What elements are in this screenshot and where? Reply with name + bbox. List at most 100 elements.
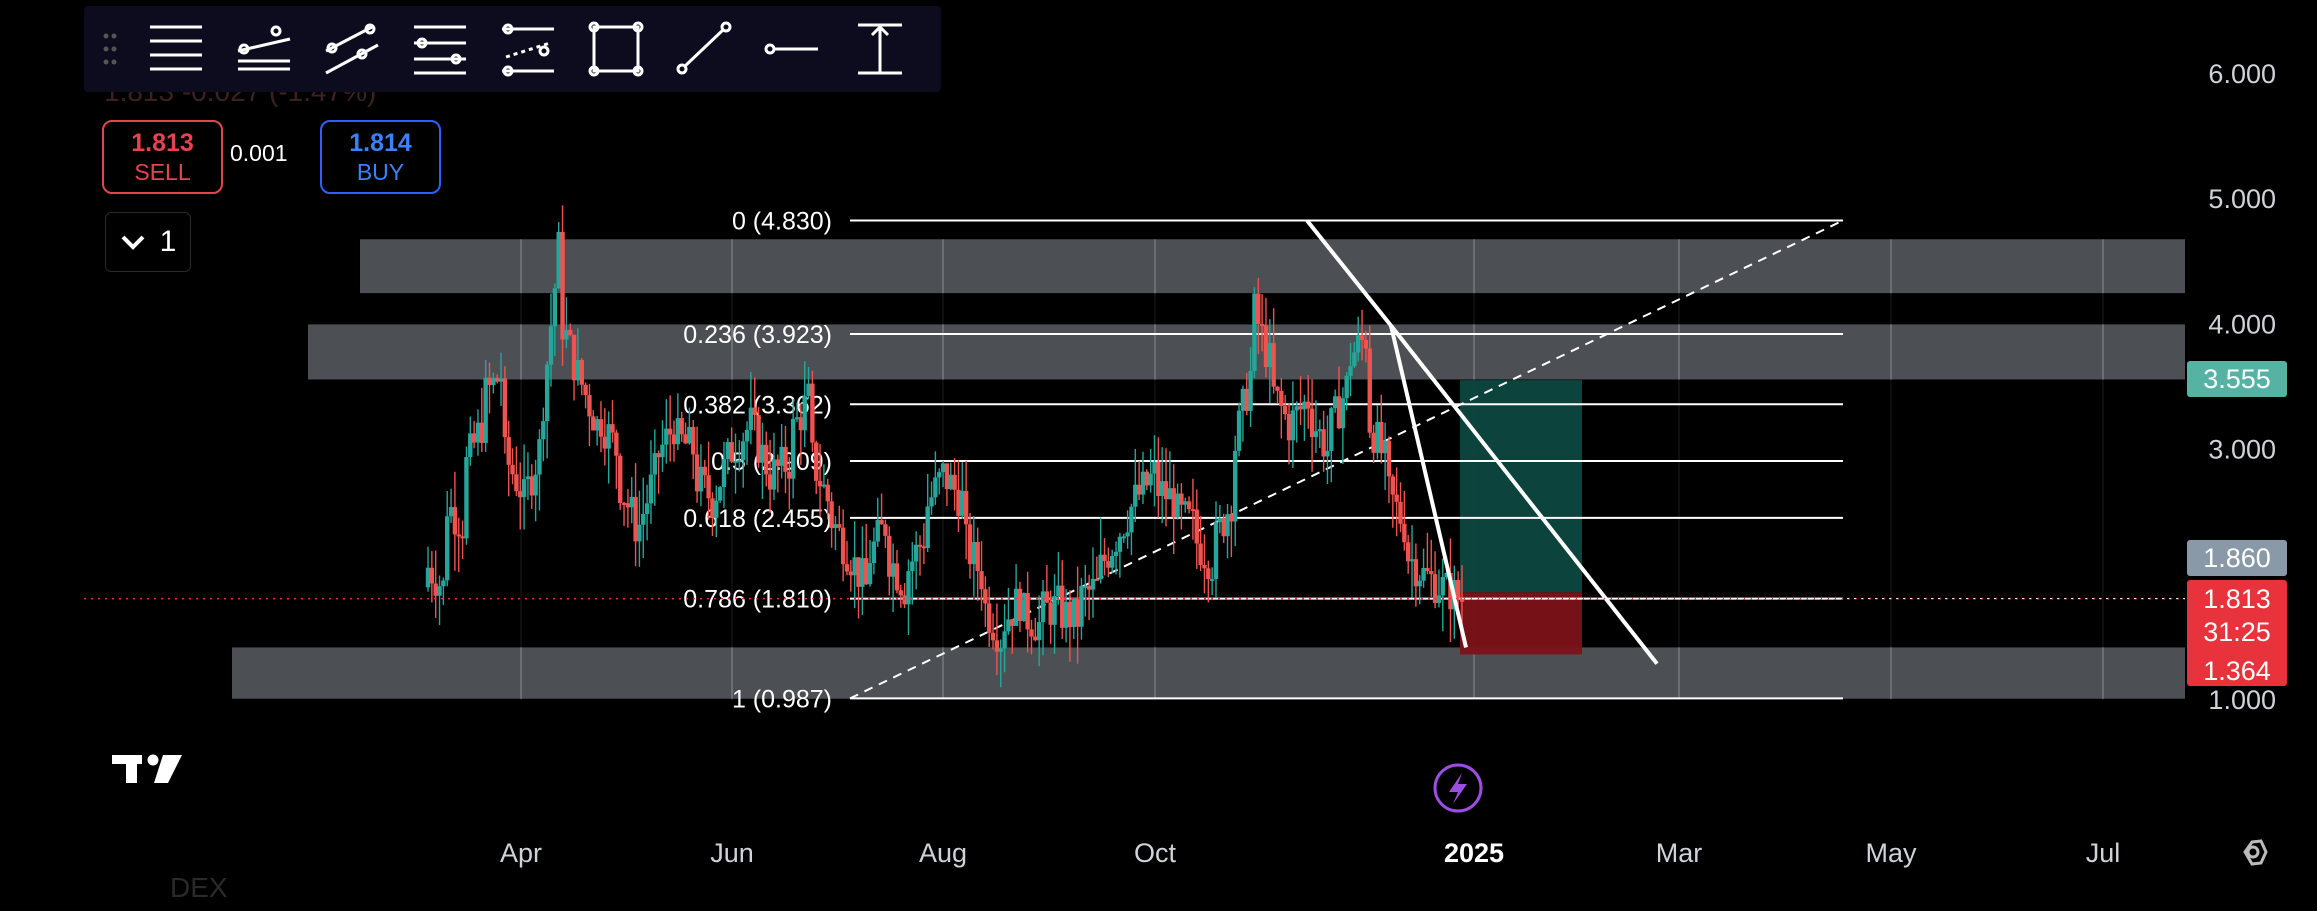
candle-body [733, 460, 738, 463]
candle-body [552, 288, 558, 327]
candle-body [764, 444, 769, 475]
candle-body [1048, 602, 1053, 625]
time-axis[interactable]: Apr Jun Aug Oct 2025 Mar May Jul [500, 838, 2120, 868]
parallel-channel-icon[interactable] [316, 13, 388, 85]
settings-gear-icon[interactable] [2243, 839, 2268, 866]
candle-body [1175, 493, 1180, 518]
candle-body [1106, 561, 1111, 568]
candle-body [806, 383, 811, 396]
drag-handle-icon[interactable] [96, 19, 124, 79]
candle-body [933, 477, 938, 498]
candle-body [452, 507, 458, 535]
candle-body [671, 434, 677, 445]
price-axis[interactable]: 6.000 5.000 4.000 3.000 1.000 3.555 1.860 1.813… [2187, 59, 2287, 715]
candle-body [1110, 556, 1115, 568]
candle-body [1425, 567, 1430, 572]
candle-body [802, 395, 807, 431]
candle-body [560, 231, 565, 340]
candle-body [1179, 493, 1184, 505]
candle-body [1432, 574, 1438, 603]
candle-body [614, 432, 619, 456]
candle-body [917, 544, 923, 547]
candle-body [940, 463, 946, 473]
tradingview-logo[interactable] [112, 754, 182, 784]
candle-body [1156, 461, 1161, 497]
candlesticks [425, 205, 1465, 688]
time-tick-label: Mar [1656, 838, 1703, 868]
price-zone [308, 324, 2185, 380]
candle-body [621, 502, 627, 505]
candle-body [656, 453, 661, 458]
candle-body [714, 500, 719, 518]
fib-channel-icon[interactable] [492, 13, 564, 85]
candle-body [1240, 388, 1246, 411]
candle-body [610, 424, 615, 433]
candle-body [810, 383, 815, 443]
candle-body [864, 558, 869, 585]
buy-button[interactable]: 1.814 BUY [320, 120, 441, 194]
fib-level-label: 0.786 (1.810) [683, 586, 832, 614]
candle-body [1236, 410, 1242, 451]
candle-body [1413, 559, 1419, 587]
price-zone [232, 647, 2185, 699]
sell-button[interactable]: 1.813 SELL [102, 120, 223, 194]
trend-line-icon[interactable] [668, 13, 740, 85]
candle-body [1209, 578, 1215, 581]
indicator-legend-toggle[interactable]: 1 [105, 212, 191, 272]
target-zone [1460, 380, 1582, 593]
trend-channel-icon[interactable] [228, 13, 300, 85]
candle-body [1140, 471, 1146, 495]
long-position-tool[interactable] [1460, 380, 1582, 655]
fib-retracement-icon[interactable] [404, 13, 476, 85]
candle-body [1102, 554, 1107, 562]
candle-body [1233, 450, 1238, 522]
candle-body [1448, 572, 1453, 610]
candle-body [1248, 371, 1253, 411]
candle-body [1371, 432, 1376, 453]
candle-body [1267, 343, 1273, 368]
candle-body [1010, 619, 1015, 626]
candle-body [1356, 335, 1361, 353]
rectangle-icon[interactable] [580, 13, 652, 85]
price-tick-label: 5.000 [2208, 184, 2276, 214]
candle-body [990, 632, 996, 641]
candle-body [1402, 523, 1407, 543]
candle-body [1136, 484, 1142, 495]
horizontal-lines-icon[interactable] [140, 13, 212, 85]
candle-body [491, 377, 496, 385]
candle-body [579, 359, 584, 385]
candle-body [1429, 571, 1434, 575]
trend-line-drawings[interactable] [1305, 219, 1659, 665]
candle-body [910, 561, 915, 572]
candle-body [641, 514, 646, 525]
candle-body [1221, 518, 1226, 537]
candle-body [921, 546, 927, 549]
candle-body [963, 490, 969, 525]
candle-body [648, 474, 654, 504]
candle-body [1405, 542, 1411, 562]
candle-body [537, 439, 542, 475]
stop-zone [1460, 592, 1582, 655]
candle-body [1152, 461, 1157, 474]
candle-body [717, 487, 723, 501]
candle-body [748, 407, 754, 430]
time-tick-label: May [1865, 838, 1917, 868]
candle-body [1363, 340, 1369, 349]
candle-body [1225, 514, 1230, 537]
candle-body [1332, 396, 1338, 409]
candle-body [483, 377, 488, 443]
horizontal-ray-icon[interactable] [756, 13, 828, 85]
candle-body [587, 395, 592, 417]
candle-body [518, 491, 523, 498]
candle-body [760, 444, 765, 463]
candle-body [1259, 323, 1265, 326]
candle-body [1036, 622, 1042, 641]
candle-body [1002, 631, 1007, 649]
replay-bolt-icon[interactable] [1433, 763, 1483, 813]
price-range-icon[interactable] [844, 13, 916, 85]
support-resistance-zones [232, 239, 2185, 699]
time-tick-label: Aug [919, 838, 967, 868]
candle-body [1282, 406, 1288, 415]
candle-body [544, 364, 550, 422]
